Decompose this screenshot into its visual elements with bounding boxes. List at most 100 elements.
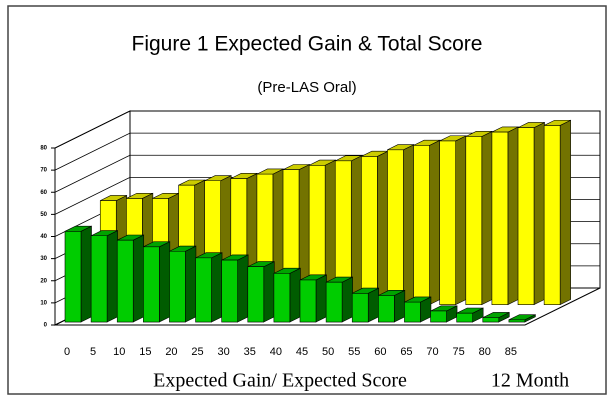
bar-face: [351, 292, 369, 323]
y-tick-label: 20: [40, 278, 47, 284]
bar-face: [455, 135, 467, 306]
x-tick-label: 25: [191, 346, 203, 358]
bar: [169, 245, 197, 323]
y-tick-label: 10: [40, 300, 47, 306]
x-tick-label: 20: [165, 346, 177, 358]
bar: [404, 296, 432, 323]
bar-face: [159, 241, 171, 323]
bar: [273, 267, 301, 323]
bar-face: [559, 119, 571, 306]
bar-face: [377, 150, 389, 306]
bar-face: [247, 266, 265, 323]
bar-face: [482, 317, 500, 323]
x-tick-label: 85: [505, 346, 517, 358]
bar: [413, 139, 441, 306]
bar: [90, 230, 118, 323]
x-tick-label: 0: [64, 346, 70, 358]
bar: [456, 307, 484, 323]
grid-line: [54, 132, 600, 171]
bar-face: [465, 136, 483, 305]
bar-face: [237, 254, 249, 323]
bar: [299, 274, 327, 323]
bar-face: [315, 274, 327, 323]
bar-face: [64, 231, 82, 323]
bar: [221, 254, 249, 323]
x-tick-label: 55: [348, 346, 360, 358]
x-tick-label: 35: [244, 346, 256, 358]
bar: [491, 126, 519, 306]
bar-face: [378, 295, 395, 323]
x-tick-label: 60: [374, 346, 386, 358]
grid-line: [54, 110, 600, 149]
bar-face: [263, 261, 275, 323]
x-tick-label: 5: [90, 346, 96, 358]
bar: [430, 305, 458, 323]
bar-face: [507, 126, 519, 306]
bar-face: [508, 319, 526, 323]
y-tick-label: 60: [40, 190, 47, 196]
bar-face: [429, 139, 441, 306]
bar: [361, 150, 389, 306]
bar: [517, 121, 545, 306]
bar-face: [413, 145, 430, 305]
bar: [508, 314, 536, 323]
bar: [143, 241, 171, 323]
x-tick-label: 80: [479, 346, 491, 358]
bar-face: [456, 312, 473, 323]
y-tick-label: 0: [44, 323, 48, 329]
x-tick-label: 70: [426, 346, 438, 358]
bar-face: [185, 245, 197, 323]
bar-face: [90, 235, 108, 323]
bar-face: [404, 301, 421, 323]
x-tick-label: 45: [296, 346, 308, 358]
y-tick-label: 30: [40, 256, 47, 262]
x-tick-label: 30: [218, 346, 230, 358]
bar: [543, 119, 571, 306]
x-tick-label: 50: [322, 346, 334, 358]
bar-face: [221, 259, 238, 323]
bar-face: [116, 239, 134, 323]
x-axis-label: Expected Gain/ Expected Score: [153, 370, 407, 392]
bar-face: [341, 276, 353, 323]
bar-face: [367, 287, 380, 323]
x-tick-label: 75: [453, 346, 465, 358]
bar-face: [289, 267, 301, 323]
annotation: 12 Month: [491, 370, 569, 392]
bar-face: [439, 140, 456, 305]
bar-face: [143, 246, 160, 323]
bar: [308, 159, 336, 306]
chart-subtitle: (Pre-LAS Oral): [257, 79, 356, 96]
bar-face: [517, 127, 535, 305]
bar-face: [325, 281, 343, 323]
bar-face: [169, 250, 186, 323]
bar-face: [211, 252, 223, 323]
bar-face: [273, 273, 291, 323]
bar-face: [481, 130, 493, 306]
bar: [195, 252, 223, 323]
bar-face: [430, 310, 447, 323]
bar: [465, 130, 493, 306]
bar: [482, 311, 510, 323]
bar-face: [491, 131, 509, 305]
bar: [439, 135, 467, 306]
bar-face: [387, 149, 404, 305]
bar-face: [533, 121, 545, 306]
x-tick-label: 40: [270, 346, 282, 358]
x-tick-label: 15: [139, 346, 151, 358]
bar-face: [543, 125, 561, 305]
x-tick-label: 10: [113, 346, 125, 358]
bar-face: [299, 279, 317, 323]
bar: [378, 289, 406, 323]
bar-face: [132, 234, 145, 323]
chart-title: Figure 1 Expected Gain & Total Score: [132, 33, 483, 56]
bar: [116, 234, 145, 323]
x-tick-label: 65: [400, 346, 412, 358]
y-tick-label: 70: [40, 168, 47, 174]
y-tick-label: 80: [40, 146, 47, 152]
bar: [325, 276, 353, 323]
bar-face: [80, 225, 92, 323]
bar-face: [394, 289, 406, 323]
bar: [351, 287, 380, 323]
y-tick-label: 50: [40, 212, 47, 218]
